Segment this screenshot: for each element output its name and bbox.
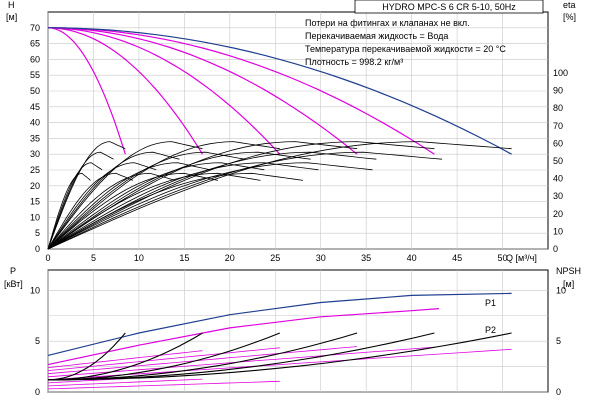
- note-4: Плотность = 998.2 кг/м³: [305, 57, 403, 67]
- efficiency-curve: [47, 141, 203, 250]
- x-tick-label: 50: [498, 253, 508, 263]
- eta-tick-label: 50: [553, 156, 563, 166]
- q-axis-label: Q [м³/ч]: [506, 253, 537, 263]
- x-tick-label: 25: [270, 253, 280, 263]
- efficiency-curve: [47, 172, 219, 250]
- series-label-p2: P2: [485, 325, 496, 335]
- efficiency-curve: [47, 141, 512, 250]
- series-label-p1: P1: [485, 298, 496, 308]
- npsh-tick-label: 0: [556, 387, 561, 397]
- power-curves: [47, 292, 512, 390]
- p-tick-label: 10: [30, 285, 40, 295]
- h-tick-label: 65: [30, 39, 40, 49]
- h-tick-label: 0: [35, 244, 40, 254]
- eta-tick-label: 80: [553, 103, 563, 113]
- npsh-axis-unit: [м]: [563, 279, 574, 289]
- eta-tick-label: 0: [553, 244, 558, 254]
- power-curve: [47, 378, 203, 387]
- eta-axis-label: eta: [563, 0, 576, 10]
- p-axis-unit: [кВт]: [4, 279, 23, 289]
- x-tick-label: 5: [91, 253, 96, 263]
- title-box: [354, 0, 544, 14]
- x-tick-label: 10: [134, 253, 144, 263]
- npsh-curve: [47, 332, 203, 381]
- power-curve: [47, 347, 280, 371]
- power-series: [47, 308, 439, 366]
- npsh-curve: [47, 332, 126, 381]
- npsh-curve: [47, 332, 512, 381]
- efficiency-curve: [47, 141, 358, 250]
- h-axis-unit: [м]: [6, 12, 17, 22]
- x-tick-label: 20: [225, 253, 235, 263]
- h-tick-label: 35: [30, 133, 40, 143]
- p-axis-label: P: [10, 266, 16, 276]
- x-tick-label: 40: [407, 253, 417, 263]
- efficiency-curve: [47, 172, 134, 250]
- h-tick-label: 30: [30, 149, 40, 159]
- p-tick-label: 0: [35, 387, 40, 397]
- head-curve: [47, 27, 126, 155]
- h-tick-label: 15: [30, 197, 40, 207]
- eta-tick-label: 20: [553, 209, 563, 219]
- eta-tick-label: 10: [553, 226, 563, 236]
- npsh-curve: [47, 332, 281, 381]
- h-tick-label: 40: [30, 118, 40, 128]
- efficiency-curve: [47, 172, 261, 250]
- h-tick-label: 55: [30, 70, 40, 80]
- efficiency-curve: [47, 172, 176, 250]
- axis-ticks: 0 5 10 15 20 25 30 35 40 45 5005101520253035404550…: [30, 23, 568, 397]
- note-3: Температура перекачиваемой жидкости = 20…: [305, 44, 506, 54]
- eta-tick-label: 40: [553, 174, 563, 184]
- x-tick-label: 15: [179, 253, 189, 263]
- head-curve: [47, 27, 204, 155]
- power-curve: [47, 346, 358, 375]
- eta-tick-label: 70: [553, 121, 563, 131]
- h-axis-label: H: [8, 0, 15, 10]
- head-curves: [47, 27, 512, 250]
- note-1: Потери на фитингах и клапанах не вкл.: [305, 18, 470, 28]
- eta-axis-unit: [%]: [563, 12, 576, 22]
- power-series: [47, 292, 512, 356]
- note-2: Перекачиваемая жидкость = Вода: [305, 31, 448, 41]
- x-tick-label: 30: [316, 253, 326, 263]
- npsh-tick-label: 10: [556, 285, 566, 295]
- eta-tick-label: 90: [553, 86, 563, 96]
- chart-title: HYDRO MPC-S 6 CR 5-10, 50Hz: [382, 2, 516, 12]
- npsh-axis-label: NPSH: [556, 266, 581, 276]
- h-tick-label: 50: [30, 86, 40, 96]
- eta-tick-label: 60: [553, 138, 563, 148]
- power-panel-frame: [47, 269, 549, 393]
- head-curve: [47, 27, 512, 155]
- power-curve: [47, 380, 280, 390]
- power-grid: [47, 270, 548, 393]
- h-tick-label: 70: [30, 23, 40, 33]
- efficiency-curve: [47, 141, 126, 250]
- power-curve: [47, 350, 203, 368]
- efficiency-curve: [47, 141, 435, 250]
- npsh-tick-label: 5: [556, 336, 561, 346]
- head-curve: [47, 27, 281, 155]
- h-tick-label: 60: [30, 54, 40, 64]
- head-curve: [47, 27, 358, 155]
- x-tick-label: 35: [361, 253, 371, 263]
- efficiency-curve: [47, 141, 280, 250]
- head-curve: [47, 27, 435, 155]
- eta-tick-label: 100: [553, 68, 568, 78]
- h-tick-label: 20: [30, 181, 40, 191]
- efficiency-curve: [47, 172, 304, 250]
- h-tick-label: 45: [30, 102, 40, 112]
- efficiency-curve: [47, 151, 311, 250]
- x-tick-label: 45: [452, 253, 462, 263]
- efficiency-curve: [47, 162, 319, 250]
- x-tick-label: 0: [45, 253, 50, 263]
- head-grid: [47, 12, 548, 250]
- h-tick-label: 10: [30, 212, 40, 222]
- efficiency-curve: [47, 172, 91, 250]
- h-tick-label: 25: [30, 165, 40, 175]
- p-tick-label: 5: [35, 336, 40, 346]
- h-tick-label: 5: [35, 228, 40, 238]
- eta-tick-label: 30: [553, 191, 563, 201]
